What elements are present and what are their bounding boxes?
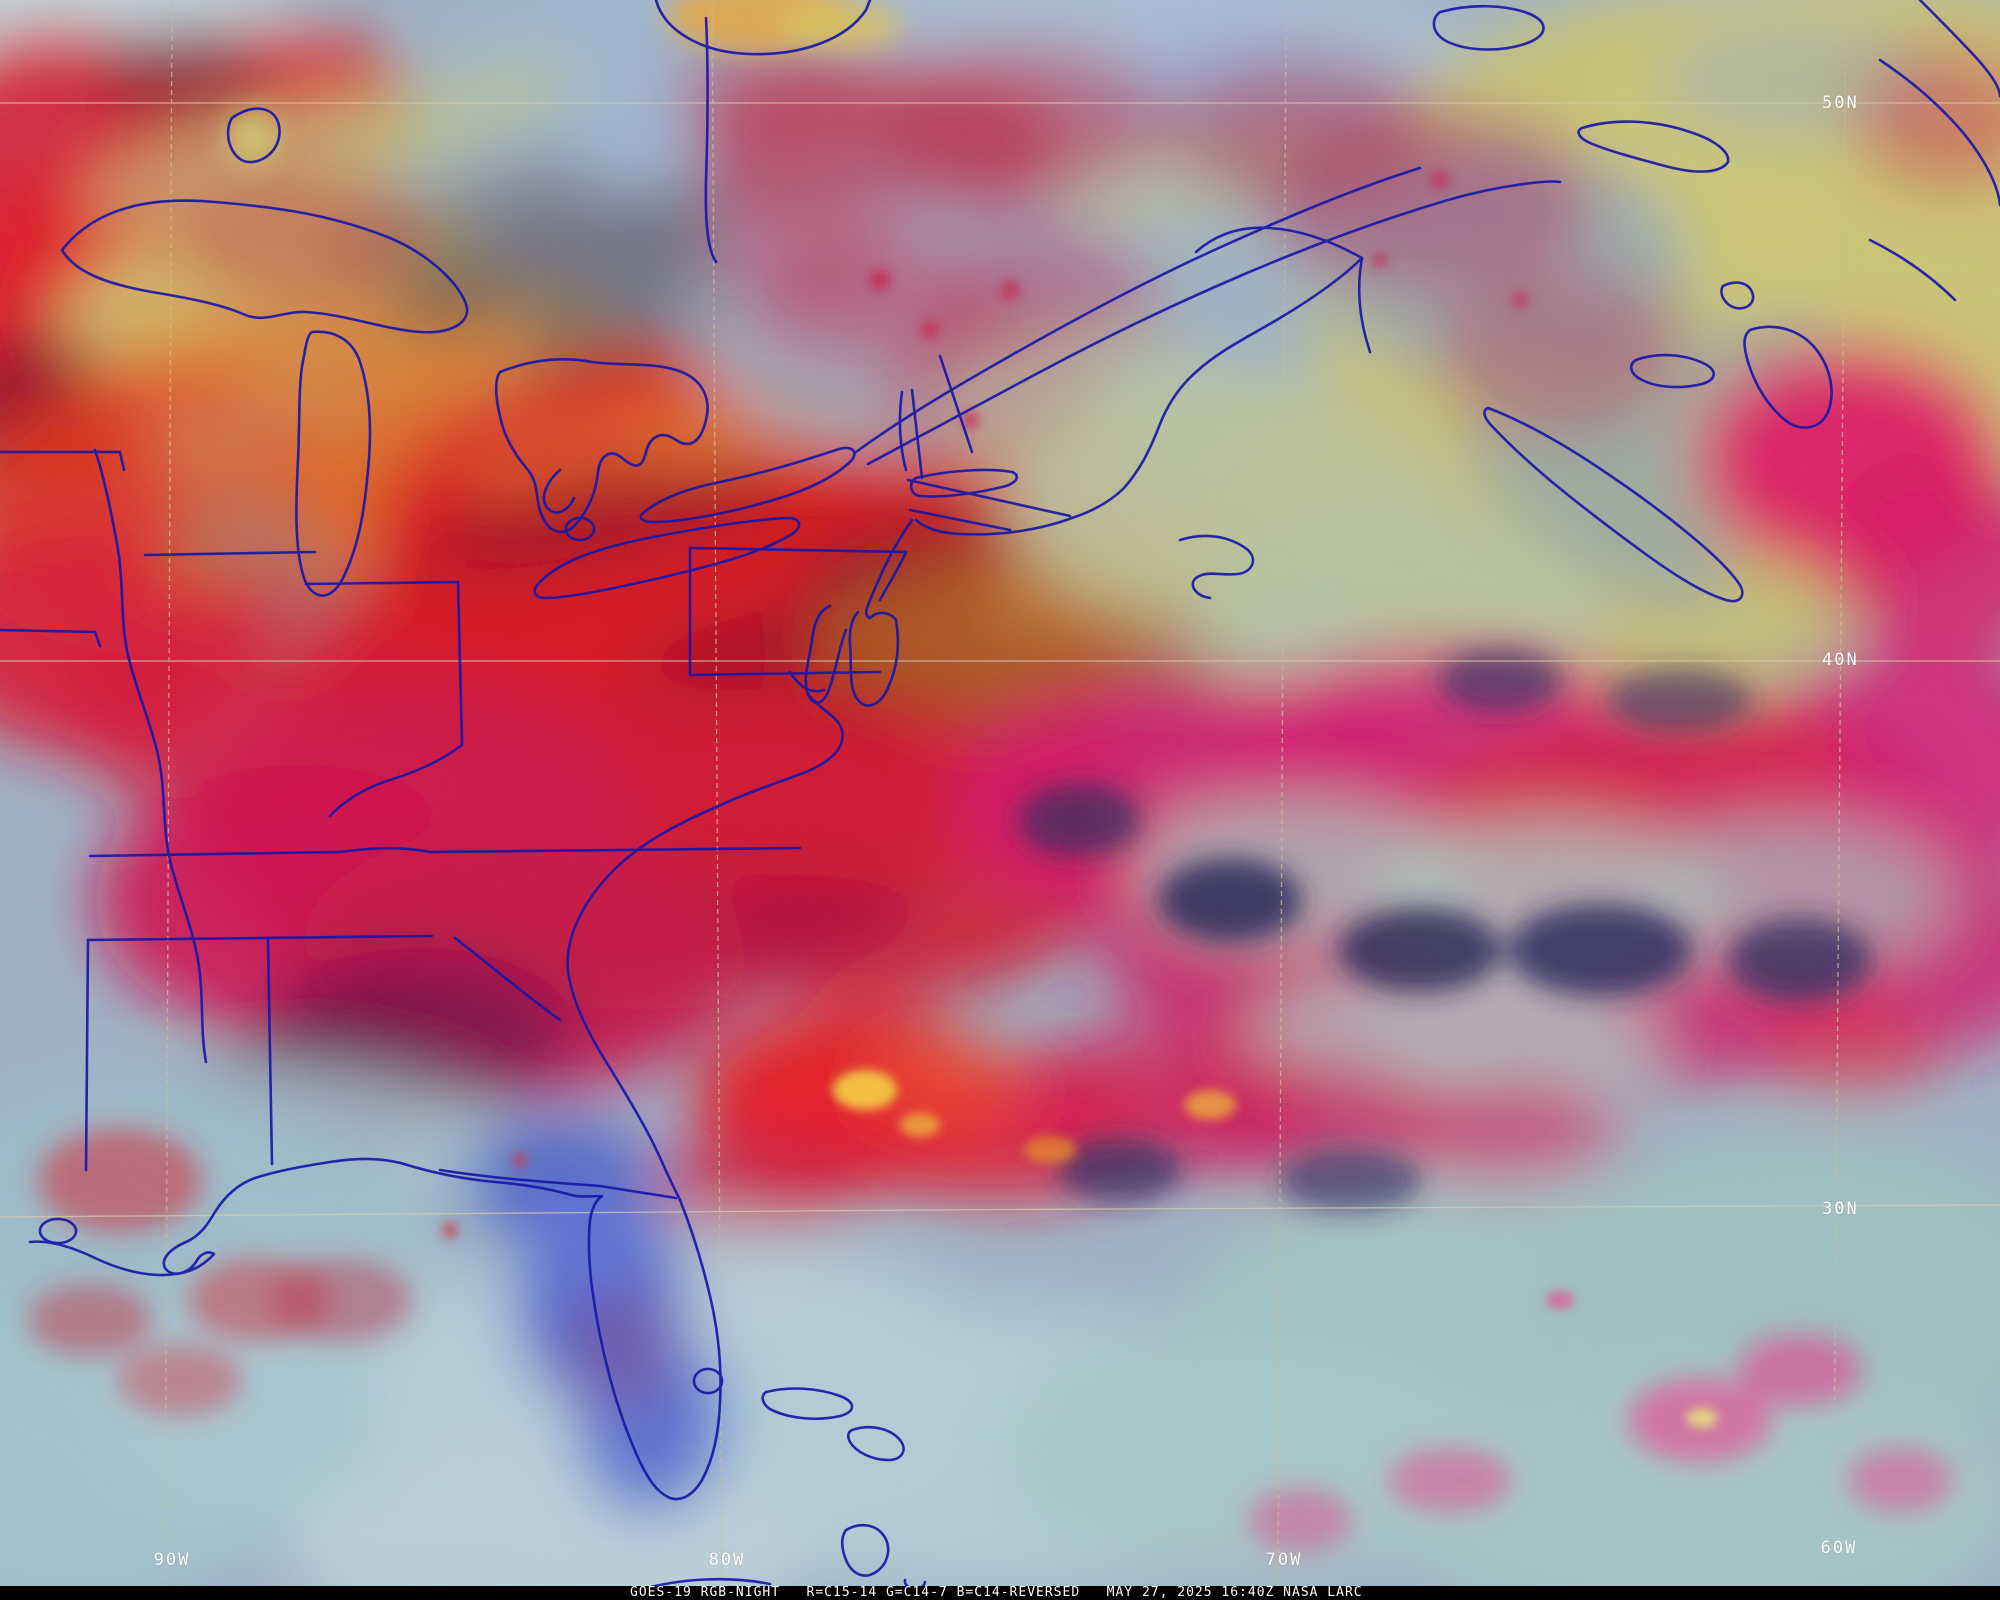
lat-label-50n: 50N — [1822, 93, 1859, 113]
caption-text: GOES-19 RGB-NIGHT R=C15-14 G=C14-7 B=C14… — [630, 1585, 1363, 1600]
lon-label-60w: 60W — [1820, 1538, 1858, 1558]
lat-label-40n: 40N — [1822, 650, 1859, 670]
lon-label-90w: 90W — [153, 1550, 191, 1570]
lon-label-70w: 70W — [1265, 1550, 1303, 1570]
lon-label-80w: 80W — [708, 1550, 746, 1570]
caption-bar: GOES-19 RGB-NIGHT R=C15-14 G=C14-7 B=C14… — [0, 1586, 2000, 1600]
lat-label-30n: 30N — [1822, 1199, 1859, 1219]
